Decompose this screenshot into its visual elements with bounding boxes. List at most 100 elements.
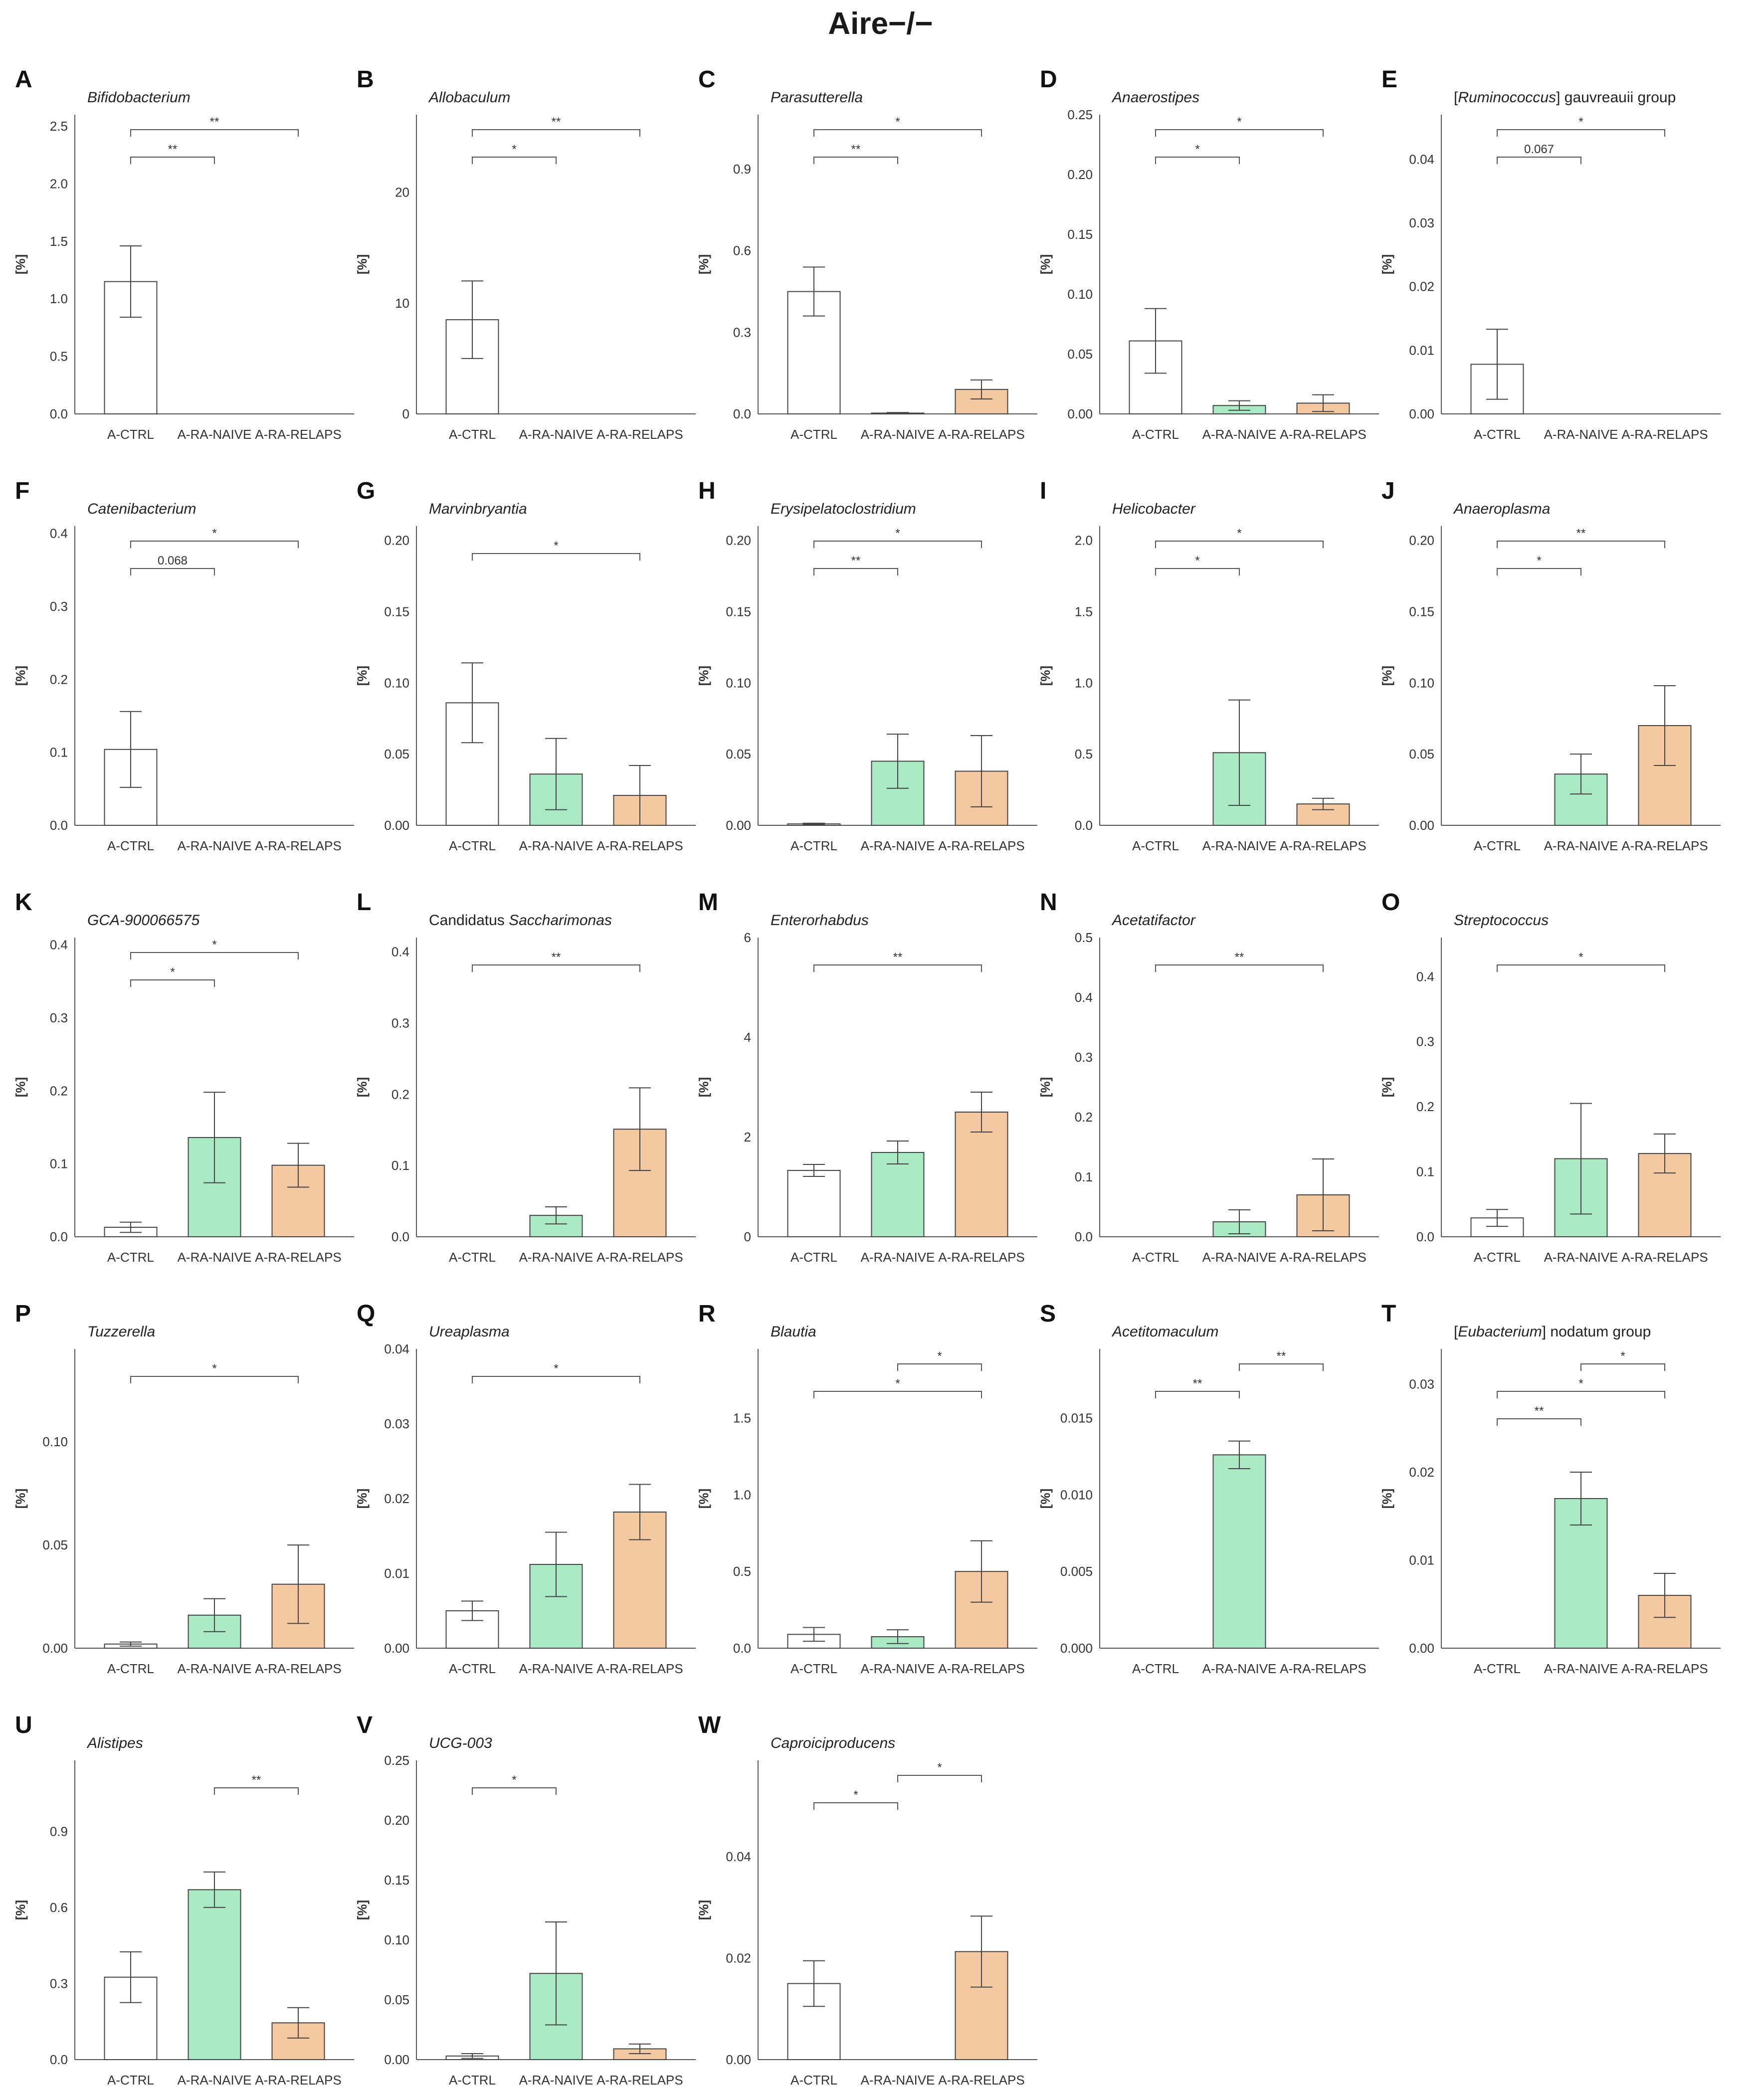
panel-letter: L <box>357 889 371 916</box>
significance-bracket <box>130 952 299 959</box>
significance-label: * <box>212 1362 216 1375</box>
y-tick-label: 0.2 <box>50 1083 68 1098</box>
x-tick-label: A-CTRL <box>1474 427 1521 442</box>
bar-a-ra-relaps <box>955 1112 1008 1237</box>
y-tick-label: 0.1 <box>1416 1164 1434 1179</box>
x-tick-label: A-RA-RELAPS <box>1621 1661 1708 1676</box>
bar-a-ra-relaps <box>1638 725 1692 826</box>
x-tick-label: A-CTRL <box>449 2073 496 2088</box>
panel-e: E [Ruminococcus] gauvreauii group 0.00 0.01… <box>1379 66 1721 442</box>
y-tick-label: 0.00 <box>726 818 751 833</box>
significance-label: * <box>1195 143 1199 156</box>
panel-letter: I <box>1040 478 1046 504</box>
significance-bracket <box>472 129 640 137</box>
significance-bracket <box>214 1787 299 1795</box>
significance-bracket <box>130 129 299 137</box>
y-tick-label: 0.10 <box>42 1434 68 1449</box>
panel-f: F Catenibacterium 0.0 0.1 0.2 0.3 0.4 [%] A-CTRL… <box>13 478 354 853</box>
y-tick-label: 1.5 <box>50 234 68 249</box>
y-tick-label: 0.3 <box>1416 1034 1434 1049</box>
y-tick-label: 0.01 <box>1409 343 1434 358</box>
significance-label: * <box>853 1788 858 1802</box>
panel-p: P Tuzzerella 0.00 0.05 0.10 [%] A-CTRL A-RA-NAI… <box>13 1301 354 1676</box>
panel-letter: S <box>1040 1301 1056 1327</box>
significance-label: * <box>1578 115 1583 129</box>
x-tick-label: A-RA-RELAPS <box>596 1250 683 1265</box>
y-axis-label: [%] <box>696 1489 711 1509</box>
x-tick-label: A-RA-NAIVE <box>519 1661 593 1676</box>
y-tick-label: 0.00 <box>726 2052 751 2067</box>
x-tick-label: A-RA-NAIVE <box>1544 838 1618 853</box>
y-tick-label: 0.05 <box>384 1992 409 2007</box>
panel-title: Bifidobacterium <box>87 89 191 106</box>
y-tick-label: 0.6 <box>50 1900 68 1915</box>
y-axis-label: [%] <box>13 254 28 274</box>
panel-j: J Anaeroplasma 0.00 0.05 0.10 0.15 0.20 [%] A-CT… <box>1379 478 1721 853</box>
significance-bracket <box>130 1376 299 1383</box>
significance-bracket <box>1155 568 1240 575</box>
x-tick-label: A-RA-NAIVE <box>1544 1661 1618 1676</box>
significance-bracket <box>813 964 982 972</box>
x-tick-label: A-RA-RELAPS <box>938 838 1024 853</box>
x-tick-label: A-RA-RELAPS <box>596 838 683 853</box>
panel-letter: D <box>1040 66 1057 93</box>
panel-title: Erysipelatoclostridium <box>771 501 916 517</box>
x-tick-label: A-CTRL <box>790 1250 837 1265</box>
y-axis-label: [%] <box>1038 1489 1053 1509</box>
y-tick-label: 0.010 <box>1060 1487 1093 1502</box>
y-tick-label: 0.00 <box>1409 1641 1434 1656</box>
y-axis-label: [%] <box>1379 1077 1394 1097</box>
x-tick-label: A-RA-RELAPS <box>938 427 1024 442</box>
significance-label: * <box>512 1773 516 1787</box>
x-tick-label: A-RA-RELAPS <box>255 1250 341 1265</box>
x-tick-label: A-CTRL <box>107 1661 154 1676</box>
y-tick-label: 0.4 <box>50 938 68 953</box>
significance-bracket <box>1497 1418 1581 1426</box>
y-tick-label: 0.0 <box>1075 1229 1093 1244</box>
y-tick-label: 0.5 <box>1075 930 1093 945</box>
y-tick-label: 0.02 <box>1409 279 1434 294</box>
x-tick-label: A-RA-NAIVE <box>178 1661 252 1676</box>
x-tick-label: A-RA-RELAPS <box>255 427 341 442</box>
significance-bracket <box>897 1775 982 1782</box>
panel-letter: B <box>357 66 374 93</box>
panel-title: Alistipes <box>86 1735 143 1751</box>
y-tick-label: 2.5 <box>50 119 68 134</box>
y-tick-label: 4 <box>744 1030 751 1045</box>
x-tick-label: A-RA-RELAPS <box>1280 1661 1366 1676</box>
significance-label: ** <box>552 115 561 129</box>
significance-label: ** <box>1576 527 1586 540</box>
y-tick-label: 0.03 <box>1409 1377 1434 1392</box>
y-tick-label: 0.0 <box>733 1641 751 1656</box>
y-tick-label: 0.4 <box>1416 969 1434 984</box>
x-tick-label: A-RA-NAIVE <box>1202 427 1277 442</box>
panel-letter: M <box>698 889 718 916</box>
significance-bracket <box>813 1391 982 1398</box>
panel-letter: N <box>1040 889 1057 916</box>
significance-label: * <box>895 115 900 129</box>
y-tick-label: 0.00 <box>42 1641 68 1656</box>
panel-letter: T <box>1381 1301 1396 1327</box>
panel-a: A Bifidobacterium 0.0 0.5 1.0 1.5 2.0 2.5 [%] A-C… <box>13 66 354 442</box>
significance-label: ** <box>1277 1349 1286 1363</box>
y-tick-label: 0.15 <box>1409 604 1434 619</box>
significance-bracket <box>1239 1363 1324 1371</box>
x-tick-label: A-RA-RELAPS <box>1621 1250 1708 1265</box>
panel-title: Anaeroplasma <box>1453 501 1550 517</box>
y-tick-label: 0.02 <box>726 1951 751 1966</box>
y-axis-label: [%] <box>1038 254 1053 274</box>
panel-title: Allobaculum <box>428 89 510 106</box>
x-tick-label: A-CTRL <box>790 427 837 442</box>
panel-title: Caproiciproducens <box>771 1735 895 1751</box>
y-axis-label: [%] <box>696 1077 711 1097</box>
y-tick-label: 0.20 <box>384 1813 409 1828</box>
panel-u: U Alistipes 0.0 0.3 0.6 0.9 [%] A-CTRL A-RA-NAIV… <box>13 1712 354 2088</box>
y-tick-label: 0.01 <box>384 1566 409 1581</box>
panel-g: G Marvinbryantia 0.00 0.05 0.10 0.15 0.20 [%] A-… <box>355 478 696 853</box>
panel-o: O Streptococcus 0.0 0.1 0.2 0.3 0.4 [%] A-CTRL A-… <box>1379 889 1721 1265</box>
y-tick-label: 0.5 <box>1075 747 1093 762</box>
x-tick-label: A-RA-NAIVE <box>861 1250 935 1265</box>
x-tick-label: A-RA-RELAPS <box>938 1250 1024 1265</box>
y-tick-label: 0.00 <box>1409 406 1434 421</box>
x-tick-label: A-RA-NAIVE <box>1544 427 1618 442</box>
